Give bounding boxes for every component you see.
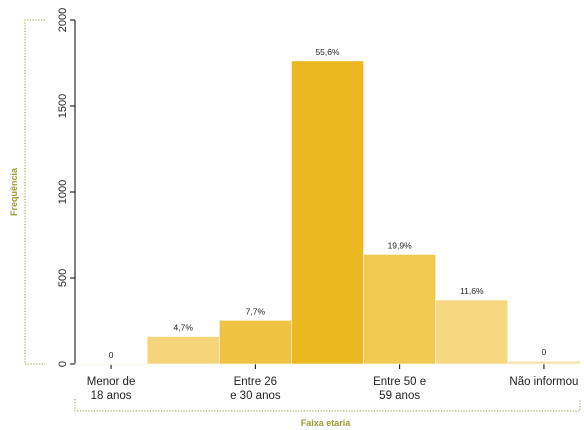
x-axis-title: Faixa etaria — [301, 418, 352, 428]
data-labels: 0 4,7% 7,7% 55,6% 19,9% 11,6% 0 — [109, 47, 547, 360]
bar — [146, 336, 220, 365]
y-tick-label: 1000 — [57, 180, 69, 204]
bar-data-label: 19,9% — [388, 240, 413, 250]
bar — [74, 363, 148, 365]
bar — [435, 299, 509, 365]
bar — [218, 320, 292, 365]
y-tick-label: 1500 — [57, 94, 69, 118]
bar-data-label: 55,6% — [315, 47, 340, 57]
bar-data-label: 11,6% — [460, 286, 484, 296]
bar-data-label: 7,7% — [246, 306, 266, 316]
y-axis-bracket — [24, 19, 45, 365]
bar — [291, 60, 364, 365]
x-tick-label: Entre 50 e 59 anos — [373, 376, 426, 402]
y-tick-label: 2000 — [57, 8, 69, 32]
y-tick-label: 0 — [57, 361, 69, 367]
bar-data-label: 0 — [109, 350, 114, 360]
axes: 0 500 1000 1500 2000 Menor de 18 anos Entre 26 e… — [24, 8, 581, 412]
bars — [74, 60, 581, 365]
y-axis-title: Frequência — [9, 167, 19, 216]
bar-data-label: 4,7% — [174, 322, 194, 332]
bar — [507, 360, 581, 365]
x-tick-label: Entre 26 e 30 anos — [230, 376, 281, 402]
bar-data-label: 0 — [542, 347, 547, 357]
x-axis-bracket — [74, 399, 581, 412]
x-tick-label: Menor de 18 anos — [87, 376, 136, 402]
y-tick-label: 500 — [57, 269, 69, 287]
x-tick-label: Não informou — [509, 376, 578, 388]
bar — [363, 254, 437, 365]
